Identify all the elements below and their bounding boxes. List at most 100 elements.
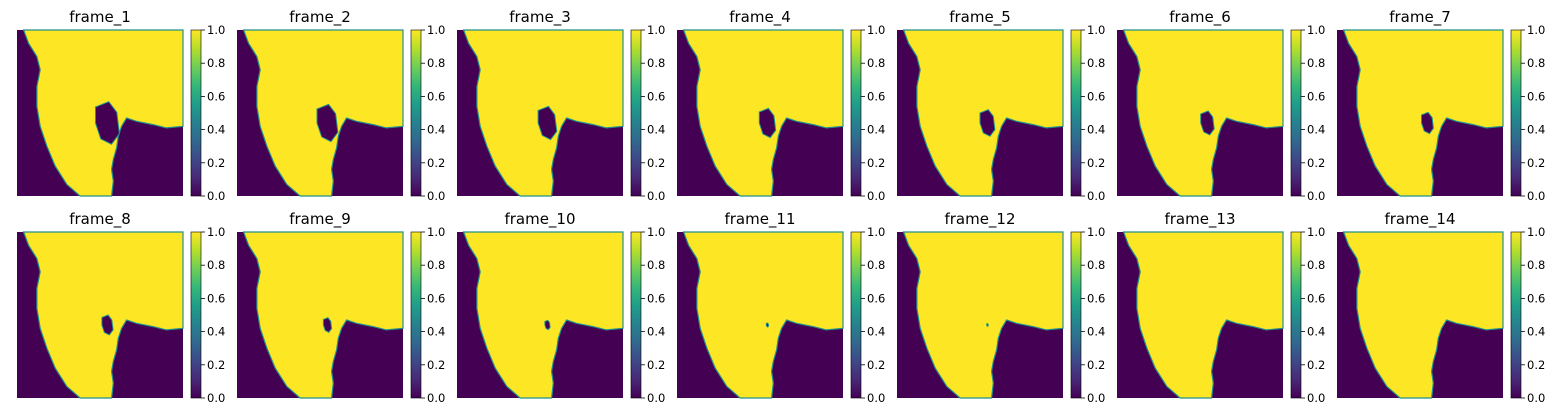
colorbar-tick-label: 0.0 (867, 391, 885, 405)
colorbar-tick-label: 0.6 (867, 291, 885, 305)
panel-title: frame_9 (289, 210, 351, 229)
colorbar-tick-label: 0.6 (427, 291, 445, 305)
colorbar (190, 231, 202, 399)
colorbar-tick-label: 0.2 (1307, 358, 1325, 372)
colorbar-tick-label: 1.0 (1307, 225, 1325, 239)
lake-region (979, 109, 996, 137)
colorbar-tick-label: 0.8 (207, 258, 225, 272)
colorbar-tick-label: 0.8 (1087, 56, 1105, 70)
panel-title: frame_10 (504, 210, 575, 229)
lake-region (544, 319, 551, 331)
colorbar-tick-label: 1.0 (1307, 23, 1325, 37)
colorbar (410, 231, 422, 399)
lake-region (1421, 111, 1434, 135)
colorbar-tick-label: 1.0 (207, 225, 225, 239)
colorbar-tick-label: 0.0 (1527, 189, 1545, 203)
lake-region (322, 317, 333, 333)
colorbar-tick-label: 0.2 (647, 358, 665, 372)
colorbar-tick-label: 0.4 (647, 123, 665, 137)
colorbar (1510, 29, 1522, 197)
panel-title: frame_14 (1384, 210, 1455, 229)
heatmap-panel: frame_11 0.0 0.2 0.4 0.6 0.8 1.0 (677, 210, 885, 405)
colorbar-tick-label: 0.4 (1307, 123, 1325, 137)
colorbar-tick-label: 0.4 (427, 325, 445, 339)
panel-title: frame_1 (69, 8, 131, 27)
colorbar-tick-label: 0.6 (1307, 89, 1325, 103)
heatmap-panel: frame_4 0.0 0.2 0.4 0.6 0.8 1.0 (677, 8, 885, 203)
colorbar-tick-label: 0.4 (867, 123, 885, 137)
colorbar-tick-label: 0.4 (647, 325, 665, 339)
colorbar-tick-label: 0.8 (647, 56, 665, 70)
colorbar-tick-label: 0.0 (1307, 189, 1325, 203)
colorbar-tick-label: 0.8 (427, 56, 445, 70)
colorbar-tick-label: 0.6 (1307, 291, 1325, 305)
colorbar-tick-label: 0.0 (1087, 189, 1105, 203)
colorbar-tick-label: 0.0 (647, 391, 665, 405)
colorbar (850, 29, 862, 197)
lake-region (758, 107, 777, 139)
lake-region (1200, 110, 1215, 136)
land-region (1122, 231, 1284, 399)
panel-title: frame_3 (509, 8, 571, 27)
heatmap-panel: frame_6 0.0 0.2 0.4 0.6 0.8 1.0 (1117, 8, 1325, 203)
land-region (682, 231, 844, 399)
heatmap-panel: frame_14 0.0 0.2 0.4 0.6 0.8 1.0 (1337, 210, 1545, 405)
colorbar-tick-label: 0.0 (867, 189, 885, 203)
colorbar-tick-label: 0.8 (207, 56, 225, 70)
colorbar-tick-label: 0.6 (647, 291, 665, 305)
colorbar-tick-label: 0.0 (1087, 391, 1105, 405)
heatmap-panel: frame_10 0.0 0.2 0.4 0.6 0.8 1.0 (457, 210, 665, 405)
lake-region (765, 322, 770, 328)
panel-title: frame_6 (1169, 8, 1231, 27)
colorbar-tick-label: 0.2 (867, 156, 885, 170)
colorbar-tick-label: 0.2 (207, 156, 225, 170)
colorbar-tick-label: 0.2 (427, 156, 445, 170)
panel-title: frame_8 (69, 210, 131, 229)
heatmap-panel: frame_2 0.0 0.2 0.4 0.6 0.8 1.0 (237, 8, 445, 203)
colorbar (1070, 29, 1082, 197)
colorbar-tick-label: 0.8 (867, 258, 885, 272)
heatmap-panel: frame_1 0.0 0.2 0.4 0.6 0.8 1.0 (17, 8, 225, 203)
colorbar (850, 231, 862, 399)
colorbar-tick-label: 0.6 (647, 89, 665, 103)
land-region (1342, 29, 1504, 197)
colorbar-tick-label: 0.2 (207, 358, 225, 372)
colorbar-tick-label: 0.8 (1087, 258, 1105, 272)
colorbar-tick-label: 0.4 (207, 123, 225, 137)
colorbar-tick-label: 1.0 (427, 225, 445, 239)
colorbar-tick-label: 0.2 (1087, 358, 1105, 372)
lake-region (101, 314, 114, 336)
colorbar (630, 29, 642, 197)
colorbar-tick-label: 1.0 (867, 23, 885, 37)
heatmap-panel: frame_3 0.0 0.2 0.4 0.6 0.8 1.0 (457, 8, 665, 203)
colorbar-tick-label: 0.6 (1527, 291, 1545, 305)
colorbar-tick-label: 0.4 (1527, 123, 1545, 137)
colorbar-tick-label: 0.8 (1527, 56, 1545, 70)
colorbar-tick-label: 0.4 (427, 123, 445, 137)
colorbar-tick-label: 0.8 (1527, 258, 1545, 272)
colorbar-tick-label: 0.0 (207, 391, 225, 405)
colorbar-tick-label: 0.2 (647, 156, 665, 170)
heatmap-panel: frame_5 0.0 0.2 0.4 0.6 0.8 1.0 (897, 8, 1105, 203)
panel-title: frame_11 (724, 210, 795, 229)
lake-region (316, 103, 339, 143)
colorbar-tick-label: 0.2 (1087, 156, 1105, 170)
lake-region (95, 101, 120, 145)
colorbar-tick-label: 0.6 (1527, 89, 1545, 103)
heatmap-panel: frame_9 0.0 0.2 0.4 0.6 0.8 1.0 (237, 210, 445, 405)
colorbar-tick-label: 0.0 (207, 189, 225, 203)
colorbar-tick-label: 0.0 (647, 189, 665, 203)
colorbar-tick-label: 0.6 (207, 89, 225, 103)
colorbar-tick-label: 0.4 (207, 325, 225, 339)
colorbar-tick-label: 0.2 (1527, 358, 1545, 372)
heatmap-panel: frame_13 0.0 0.2 0.4 0.6 0.8 1.0 (1117, 210, 1325, 405)
colorbar (630, 231, 642, 399)
colorbar (1070, 231, 1082, 399)
colorbar-tick-label: 0.4 (867, 325, 885, 339)
colorbar-tick-label: 0.2 (427, 358, 445, 372)
colorbar-tick-label: 0.6 (1087, 291, 1105, 305)
colorbar (1290, 231, 1302, 399)
colorbar (1290, 29, 1302, 197)
colorbar (410, 29, 422, 197)
